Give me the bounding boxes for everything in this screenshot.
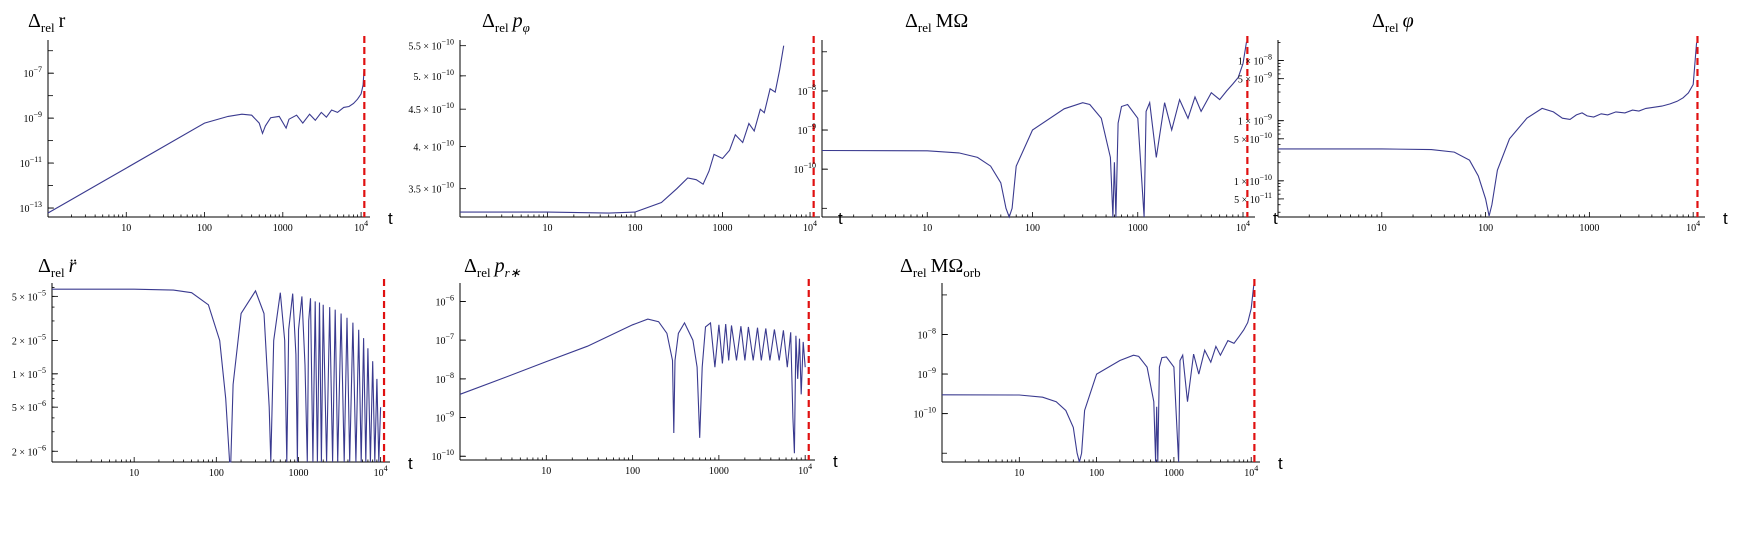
y-tick-label: 5 × 10−10: [1234, 131, 1272, 146]
y-tick-label: 1 × 10−10: [1234, 173, 1272, 188]
y-tick-label: 10−9: [435, 410, 454, 425]
x-tick-label: 10: [541, 466, 551, 477]
x-tick-label: 1000: [1164, 468, 1184, 479]
x-axis-label: t: [388, 209, 393, 228]
series-line: [47, 70, 365, 214]
y-tick-label: 3.5 × 10−10: [408, 181, 454, 196]
y-tick-label: 1 × 10−5: [12, 366, 46, 381]
x-tick-label: 100: [1025, 223, 1040, 234]
x-tick-label: 10: [1377, 223, 1387, 234]
x-tick-label: 100: [1089, 468, 1104, 479]
y-tick-label: 4. × 10−10: [413, 138, 454, 153]
x-axis-label: t: [1278, 454, 1283, 473]
panel-title: Δrel MΩ: [905, 10, 968, 35]
x-tick-label: 10: [543, 223, 553, 234]
panel-delta-r: 10 100 1000 104 10−13 10−11 10−9 10−7 t Δrel r: [19, 10, 393, 234]
panel-delta-phi: 10 100 1000 104 5 × 10−11 1 × 10−10 5 × 10−10 1…: [1234, 10, 1728, 234]
y-tick-label: 2 × 10−6: [12, 443, 46, 458]
x-tick-label: 104: [803, 219, 817, 234]
x-tick-label: 104: [1236, 219, 1250, 234]
x-tick-label: 1000: [1128, 223, 1148, 234]
x-tick-label: 100: [628, 223, 643, 234]
x-tick-label: 1000: [288, 468, 308, 479]
x-axis-label: t: [833, 452, 838, 471]
y-tick-label: 10−8: [797, 83, 816, 98]
x-tick-label: 10: [922, 223, 932, 234]
x-axis-label: t: [838, 209, 843, 228]
x-axis-label: t: [1273, 209, 1278, 228]
x-tick-label: 1000: [713, 223, 733, 234]
y-tick-label: 5. × 10−10: [413, 68, 454, 83]
x-tick-label: 100: [1478, 223, 1493, 234]
panel-title: Δrel MΩorb: [900, 255, 981, 280]
panel-delta-m-omega-orb: 10 100 1000 104 10−10 10−9 10−8 t Δrel MΩorb: [900, 255, 1283, 479]
panel-delta-m-omega: 10 100 1000 104 10−10 10−9 10−8 t Δrel MΩ: [793, 10, 1278, 234]
x-tick-label: 1000: [273, 223, 293, 234]
series-line: [459, 318, 806, 454]
x-tick-label: 104: [1244, 464, 1258, 479]
y-tick-label: 5 × 10−6: [12, 399, 46, 414]
y-tick-label: 10−7: [435, 332, 454, 347]
x-tick-label: 100: [197, 223, 212, 234]
x-axis-label: t: [1723, 209, 1728, 228]
series-line: [460, 45, 785, 214]
y-tick-label: 10−9: [797, 122, 816, 137]
x-tick-label: 1000: [709, 466, 729, 477]
y-tick-label: 10−8: [435, 371, 454, 386]
y-tick-label: 5 × 10−11: [1234, 191, 1272, 206]
panel-title: Δrel r̈: [38, 255, 77, 280]
y-tick-label: 5 × 10−9: [1238, 71, 1272, 86]
y-tick-label: 5 × 10−5: [12, 288, 46, 303]
panel-delta-r-ddot: 10 100 1000 104 2 × 10−6 5 × 10−6 1 × 10−5 2 × …: [12, 255, 413, 479]
series-line: [1278, 42, 1698, 217]
panel-title: Δrel r: [28, 10, 66, 35]
y-tick-label: 10−10: [793, 161, 816, 176]
x-tick-label: 1000: [1579, 223, 1599, 234]
x-axis-label: t: [408, 454, 413, 473]
y-tick-label: 2 × 10−5: [12, 332, 46, 347]
x-tick-label: 104: [1686, 219, 1700, 234]
panel-title: Δrel pφ: [482, 10, 530, 35]
y-tick-label: 10−8: [917, 326, 936, 341]
y-tick-label: 4.5 × 10−10: [408, 101, 454, 116]
y-tick-label: 10−10: [913, 406, 936, 421]
series-line: [941, 284, 1255, 463]
panel-title: Δrel φ: [1372, 10, 1414, 35]
y-tick-label: 5.5 × 10−10: [408, 38, 454, 53]
y-tick-label: 10−9: [23, 110, 42, 125]
panel-delta-p-rstar: 10 100 1000 104 10−10 10−9 10−8 10−7 10−6 t Δrel pr…: [431, 255, 838, 477]
series-line: [52, 288, 382, 463]
y-tick-label: 10−7: [23, 65, 42, 80]
x-tick-label: 104: [354, 219, 368, 234]
panel-delta-p-phi: 10 100 1000 104 3.5 × 10−10 4. × 10−10 4.5 × 1…: [408, 10, 843, 234]
y-tick-label: 10−13: [19, 200, 42, 215]
panel-title: Δrel pr∗: [464, 255, 521, 280]
y-tick-label: 1 × 10−9: [1238, 113, 1272, 128]
x-tick-label: 10: [129, 468, 139, 479]
x-tick-label: 100: [209, 468, 224, 479]
y-tick-label: 10−9: [917, 366, 936, 381]
x-tick-label: 104: [798, 462, 812, 477]
x-tick-label: 10: [121, 223, 131, 234]
x-tick-label: 100: [625, 466, 640, 477]
y-tick-label: 1 × 10−8: [1238, 53, 1272, 68]
x-tick-label: 104: [374, 464, 388, 479]
x-tick-label: 10: [1014, 468, 1024, 479]
y-tick-label: 10−11: [20, 155, 42, 170]
series-line: [821, 41, 1248, 219]
y-tick-label: 10−6: [435, 293, 454, 308]
y-tick-label: 10−10: [431, 448, 454, 463]
